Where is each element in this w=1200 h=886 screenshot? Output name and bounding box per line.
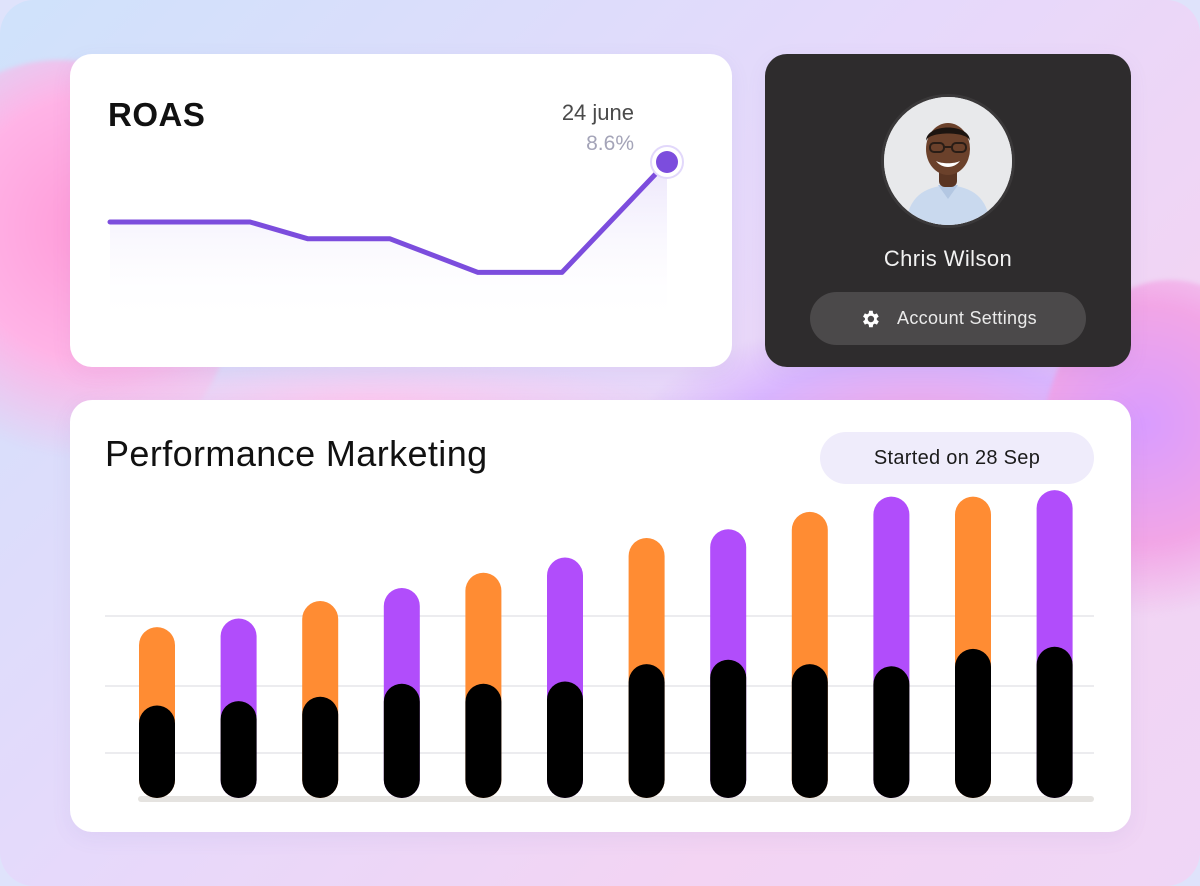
person-avatar-icon bbox=[884, 97, 1012, 225]
bar-segment-base bbox=[710, 659, 747, 798]
performance-title: Performance Marketing bbox=[105, 433, 488, 474]
bar-segment-base bbox=[139, 705, 175, 798]
avatar[interactable] bbox=[884, 97, 1012, 225]
gear-icon bbox=[859, 308, 881, 330]
roas-line-chart bbox=[107, 145, 684, 326]
roas-card: ROAS 24 june 8.6% bbox=[70, 54, 732, 367]
account-settings-button[interactable]: Account Settings bbox=[810, 292, 1086, 345]
bar-segment-base bbox=[547, 681, 583, 798]
bar-segment-base bbox=[628, 664, 665, 798]
x-axis-track bbox=[138, 796, 1094, 802]
roas-highlight-value: 8.6% bbox=[586, 132, 634, 155]
started-badge: Started on 28 Sep bbox=[820, 432, 1094, 484]
bar-segment-base bbox=[791, 664, 828, 798]
bar-segment-base bbox=[1036, 646, 1073, 798]
roas-line bbox=[107, 159, 670, 275]
profile-card: Chris Wilson Account Settings bbox=[765, 54, 1131, 367]
bar-segment-base bbox=[220, 701, 257, 798]
bar-segment-base bbox=[955, 648, 991, 798]
performance-card: Performance Marketing Started on 28 Sep bbox=[70, 400, 1131, 832]
account-settings-label: Account Settings bbox=[897, 308, 1037, 328]
performance-bar-chart bbox=[105, 490, 1094, 802]
roas-highlight-date: 24 june bbox=[561, 100, 634, 125]
bar-segment-base bbox=[383, 683, 420, 798]
bar-segment-base bbox=[873, 666, 910, 798]
profile-name: Chris Wilson bbox=[883, 246, 1013, 271]
roas-point bbox=[656, 151, 678, 173]
roas-area bbox=[110, 162, 667, 326]
roas-title: ROAS bbox=[108, 96, 206, 133]
bar-segment-base bbox=[302, 696, 339, 798]
bar-segment-base bbox=[465, 683, 502, 798]
